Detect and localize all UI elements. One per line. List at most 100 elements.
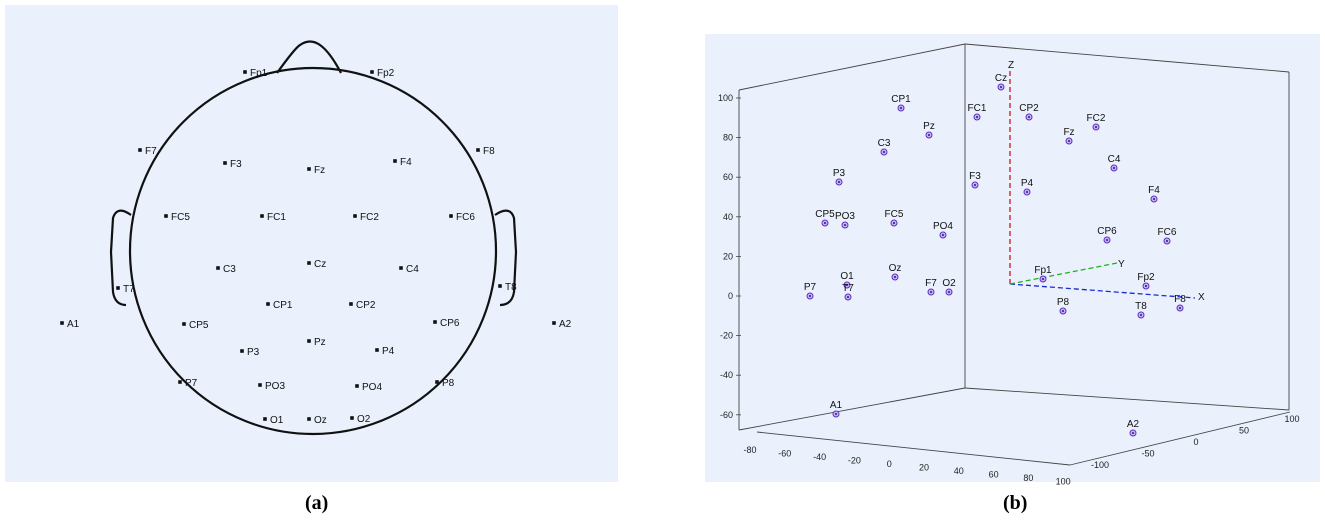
topomap-electrode-marker: [370, 70, 374, 74]
caption-b: (b): [1003, 492, 1028, 514]
topomap-electrode-marker: [552, 321, 556, 325]
plot3d-electrode-label: P4: [1021, 178, 1034, 189]
head-circle: [128, 66, 498, 436]
topomap-electrode-label: F4: [400, 157, 412, 168]
plot3d-electrode-center: [930, 291, 932, 293]
topomap-electrode-marker: [178, 380, 182, 384]
topomap-electrode-label: FC1: [267, 212, 286, 223]
topomap-electrode-marker: [375, 348, 379, 352]
topomap-electrode-marker: [399, 266, 403, 270]
front-tick-label: 40: [954, 466, 964, 476]
plot3d-electrode-center: [1145, 285, 1147, 287]
topomap-electrode-label: P8: [442, 378, 455, 389]
front-tick-label: -80: [743, 445, 756, 455]
topomap-electrode-marker: [433, 320, 437, 324]
z-tick-label: -60: [720, 410, 733, 420]
z-tick-label: -40: [720, 370, 733, 380]
topomap-electrode-label: F8: [483, 146, 495, 157]
front-tick-label: 80: [1023, 473, 1033, 483]
topomap-electrode-marker: [260, 214, 264, 218]
plot3d-electrode-center: [942, 234, 944, 236]
topomap-electrode-marker: [476, 148, 480, 152]
z-tick-label: 100: [718, 93, 733, 103]
plot3d-electrode-label: Fz: [1063, 127, 1074, 138]
plot3d-electrode-label: P8: [1057, 297, 1070, 308]
topomap-electrode-label: Pz: [314, 337, 326, 348]
topomap-electrode-label: CP2: [356, 300, 376, 311]
z-tick-label: 0: [728, 291, 733, 301]
topomap-electrode-marker: [449, 214, 453, 218]
plot3d-electrode-center: [1026, 191, 1028, 193]
topomap-electrode-marker: [240, 349, 244, 353]
left-ear: [109, 209, 132, 307]
topomap-electrode-label: F7: [145, 146, 157, 157]
caption-a: (a): [305, 492, 329, 514]
topomap-electrode-marker: [350, 416, 354, 420]
topomap-electrode-marker: [263, 417, 267, 421]
plot3d-electrode-center: [976, 116, 978, 118]
plot3d-electrode-label: F3: [969, 171, 981, 182]
topomap-electrode-label: T7: [123, 284, 135, 295]
plot3d-electrode-center: [809, 295, 811, 297]
topomap-electrode-label: P3: [247, 347, 260, 358]
plot3d-electrode-label: A1: [830, 400, 843, 411]
plot3d-electrode-center: [835, 413, 837, 415]
plot3d-electrode-label: Fp2: [1137, 272, 1155, 283]
side-tick-label: 0: [1193, 437, 1198, 447]
topomap-electrode-label: O1: [270, 415, 284, 426]
topomap-electrode-marker: [182, 322, 186, 326]
topomap-electrode-marker: [164, 214, 168, 218]
back-left-top-edge: [738, 43, 966, 91]
z-tick-label: -20: [720, 331, 733, 341]
z-tick-label: 20: [723, 251, 733, 261]
plot3d-electrode-center: [1042, 278, 1044, 280]
plot3d-electrode-center: [1062, 310, 1064, 312]
plot3d-electrode-label: FC1: [968, 103, 987, 114]
front-tick-label: -20: [848, 456, 861, 466]
topomap-electrode-label: P7: [185, 378, 198, 389]
plot3d-electrode-label: F8: [1174, 294, 1186, 305]
topomap-electrode-marker: [349, 302, 353, 306]
plot3d-electrode-center: [928, 134, 930, 136]
front-tick-labels: -80 -60 -40 -20 0 20 40 60 80 100: [743, 445, 1070, 487]
side-tick-label: 50: [1239, 426, 1249, 436]
topomap-electrode-label: C4: [406, 264, 419, 275]
plot3d-electrode-label: PO4: [933, 221, 953, 232]
z-tick-labels: 100 80 60 40 20 0 -20 -40 -60: [718, 93, 741, 420]
topomap-electrode-marker: [435, 380, 439, 384]
topomap-electrode-label: CP1: [273, 300, 293, 311]
topomap-electrode-marker: [307, 339, 311, 343]
topomap-electrode-marker: [258, 383, 262, 387]
topomap-electrode-label: Cz: [314, 259, 326, 270]
plot3d-box: [738, 43, 1291, 466]
plot3d-electrode-label: FC5: [885, 209, 904, 220]
nose: [276, 40, 342, 74]
plot3d-electrode-label: C3: [878, 138, 891, 149]
side-tick-label: -50: [1141, 449, 1154, 459]
plot3d-electrode-center: [974, 184, 976, 186]
right-ear: [494, 209, 518, 307]
plot3d-electrode-center: [847, 296, 849, 298]
plot3d-electrode-label: F4: [1148, 185, 1160, 196]
back-right-top-edge: [964, 43, 1290, 73]
floor-left-edge: [738, 387, 966, 431]
topomap-electrode-marker: [307, 167, 311, 171]
plot3d-electrode-label: T8: [1135, 301, 1147, 312]
topomap-electrode-marker: [307, 261, 311, 265]
side-tick-label: -100: [1091, 460, 1109, 470]
topomap-electrode-label: C3: [223, 264, 236, 275]
topomap-electrode-marker: [116, 286, 120, 290]
topomap-electrode-marker: [353, 214, 357, 218]
plot3d-electrode-center: [838, 181, 840, 183]
plot3d-electrode-label: CP2: [1019, 103, 1039, 114]
plot3d-electrode-center: [900, 107, 902, 109]
plot3d-electrode-center: [824, 222, 826, 224]
topomap-electrode-label: Fz: [314, 165, 325, 176]
plot3d-electrode-label: CP1: [891, 94, 911, 105]
topomap-electrode-label: PO4: [362, 382, 382, 393]
z-axis-label: Z: [1008, 60, 1014, 71]
plot3d-electrode-center: [894, 276, 896, 278]
plot3d-electrode-label: CP6: [1097, 226, 1117, 237]
plot3d-electrode-label: FC6: [1158, 227, 1177, 238]
